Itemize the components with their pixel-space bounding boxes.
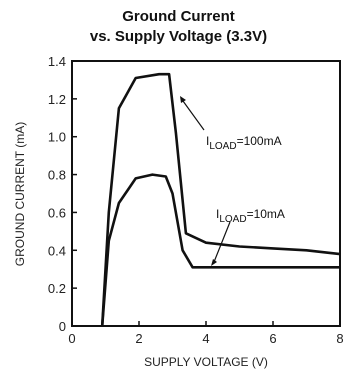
series-group [100,72,341,327]
y-tick-label: 1.4 [48,54,66,69]
legend-10ma-leader [213,221,231,263]
x-tick-label: 2 [135,331,142,346]
y-tick-label: 1.0 [48,130,66,145]
legend-100ma-leader [182,100,205,131]
tick-group: 0 2 4 6 8 0 0.2 0.4 0.6 0.8 1.0 1.2 1.4 [48,54,344,346]
chart-title-line-2: vs. Supply Voltage (3.3V) [89,28,268,45]
legend-100ma-arrowhead [180,96,186,103]
y-tick-label: 1.2 [48,92,66,107]
x-tick-label: 4 [202,331,209,346]
y-tick-label: 0 [59,319,66,334]
x-tick-label: 0 [68,331,75,346]
legend-10ma-label: ILOAD=10mA [216,207,285,225]
y-tick-label: 0.4 [48,243,66,258]
y-tick-label: 0.2 [48,281,66,296]
x-axis-label: SUPPLY VOLTAGE (V) [144,355,268,369]
x-tick-label: 8 [336,331,343,346]
plot-frame [71,60,341,327]
legend-100ma-label: ILOAD=100mA [206,134,282,152]
y-tick-label: 0.8 [48,168,66,183]
y-tick-label: 0.6 [48,205,66,220]
series-line-10ma [100,173,340,327]
x-tick-label: 6 [269,331,276,346]
legend-10ma-arrowhead [211,259,217,266]
series-line-100ma [100,72,341,327]
chart-title-line-1: Ground Current [122,8,235,25]
y-axis-label: GROUND CURRENT (mA) [13,122,27,266]
